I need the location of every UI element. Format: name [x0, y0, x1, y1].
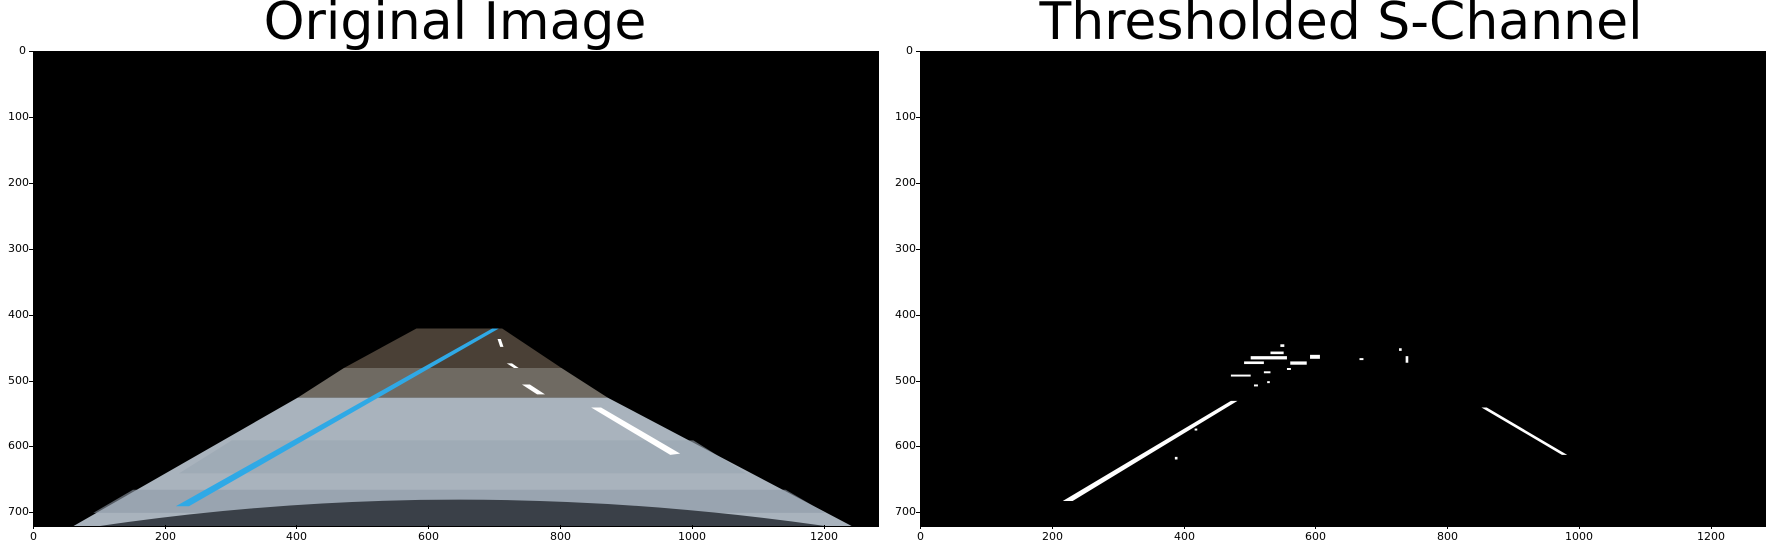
y-tick-label: 300 [8, 242, 29, 255]
x-tick-label: 0 [917, 530, 924, 543]
x-tick-label: 600 [418, 530, 439, 543]
y-tick-label: 200 [895, 176, 916, 189]
panel-title: Original Image [263, 0, 647, 52]
y-tick-label: 400 [895, 308, 916, 321]
x-tick-label: 800 [1437, 530, 1458, 543]
x-tick-label: 1000 [678, 530, 706, 543]
x-tick-label: 200 [155, 530, 176, 543]
y-tick-label: 500 [8, 374, 29, 387]
x-tick-label: 1200 [1697, 530, 1725, 543]
y-tick-label: 700 [8, 505, 29, 518]
y-tick-label: 200 [8, 176, 29, 189]
y-tick-label: 700 [895, 505, 916, 518]
x-tick-label: 400 [286, 530, 307, 543]
y-tick-label: 500 [895, 374, 916, 387]
y-tick-label: 600 [895, 439, 916, 452]
y-tick-label: 300 [895, 242, 916, 255]
original-image-axes [33, 51, 879, 527]
y-tick-label: 100 [8, 110, 29, 123]
x-tick-label: 200 [1042, 530, 1063, 543]
y-tick-label: 0 [906, 44, 913, 57]
left-panel: Original Image [263, 0, 647, 52]
original-road-image [34, 52, 878, 526]
x-tick-label: 600 [1305, 530, 1326, 543]
threshold-image-axes [920, 51, 1766, 527]
x-tick-label: 1000 [1565, 530, 1593, 543]
x-tick-label: 0 [30, 530, 37, 543]
x-tick-label: 400 [1174, 530, 1195, 543]
y-tick-label: 400 [8, 308, 29, 321]
panel-title: Thresholded S-Channel [1039, 0, 1643, 52]
threshold-binary-image [921, 52, 1765, 526]
x-tick-label: 1200 [810, 530, 838, 543]
y-tick-label: 0 [19, 44, 26, 57]
x-tick-label: 800 [550, 530, 571, 543]
right-panel: Thresholded S-Channel [886, 0, 1772, 549]
y-tick-label: 600 [8, 439, 29, 452]
y-tick-label: 100 [895, 110, 916, 123]
